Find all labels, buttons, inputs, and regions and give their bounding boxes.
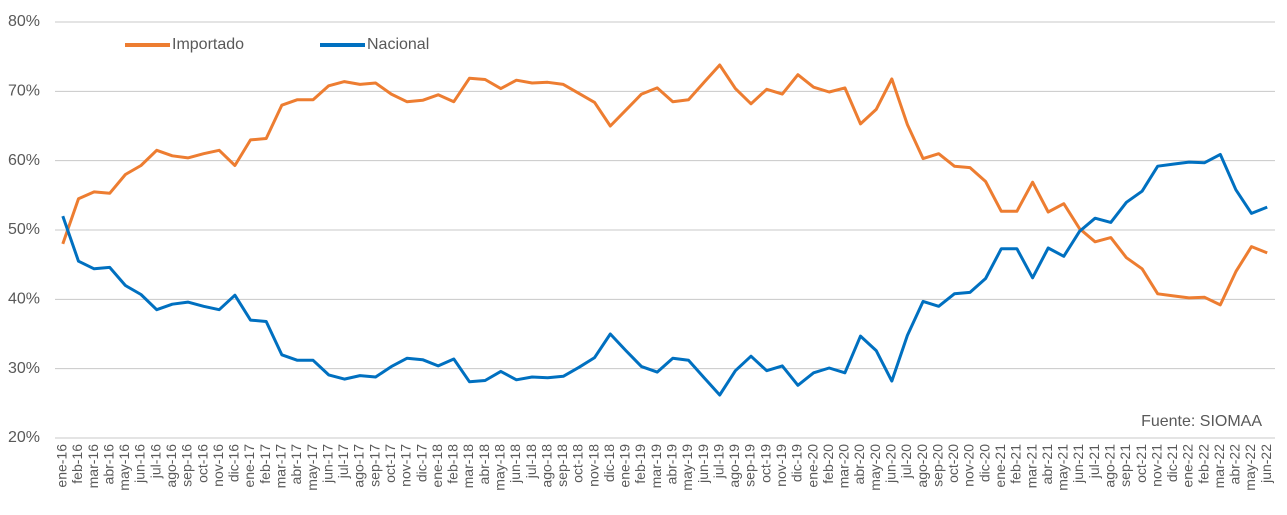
x-tick-label: jun-21 xyxy=(1070,444,1086,484)
x-tick-label: dic-17 xyxy=(413,444,429,482)
x-tick-label: jun-17 xyxy=(319,444,335,484)
y-tick-label: 70% xyxy=(8,83,40,100)
x-tick-label: jul-20 xyxy=(898,444,914,479)
x-tick-label: jun-22 xyxy=(1258,444,1274,484)
x-tick-label: ago-17 xyxy=(351,444,367,488)
x-tick-label: mar-19 xyxy=(648,444,664,489)
x-tick-label: sep-16 xyxy=(179,444,195,487)
x-tick-label: jul-18 xyxy=(523,444,539,479)
legend-label: Nacional xyxy=(367,36,429,53)
x-tick-label: ene-21 xyxy=(992,444,1008,488)
x-tick-label: abr-17 xyxy=(288,444,304,485)
y-tick-label: 80% xyxy=(8,13,40,30)
x-tick-label: jul-19 xyxy=(710,444,726,479)
x-tick-label: feb-17 xyxy=(257,444,273,484)
x-tick-label: ene-18 xyxy=(429,444,445,488)
x-tick-label: nov-16 xyxy=(210,444,226,487)
x-tick-label: sep-18 xyxy=(554,444,570,487)
series-line xyxy=(61,63,1268,307)
x-tick-label: may-19 xyxy=(679,444,695,491)
x-tick-label: jun-20 xyxy=(882,444,898,484)
y-tick-label: 20% xyxy=(8,429,40,446)
x-tick-label: mar-22 xyxy=(1211,444,1227,489)
x-tick-label: ago-21 xyxy=(1101,444,1117,488)
x-tick-label: oct-16 xyxy=(194,444,210,483)
legend-label: Importado xyxy=(172,36,244,53)
x-tick-label: feb-19 xyxy=(632,444,648,484)
x-tick-label: ago-16 xyxy=(163,444,179,488)
x-tick-label: oct-18 xyxy=(570,444,586,483)
x-tick-label: abr-22 xyxy=(1227,444,1243,485)
y-tick-label: 30% xyxy=(8,360,40,377)
x-tick-label: oct-17 xyxy=(382,444,398,483)
x-tick-label: nov-19 xyxy=(773,444,789,487)
x-tick-label: feb-16 xyxy=(69,444,85,484)
x-tick-label: nov-18 xyxy=(585,444,601,487)
x-tick-label: jun-18 xyxy=(507,444,523,484)
x-tick-label: sep-19 xyxy=(742,444,758,487)
x-tick-label: mar-17 xyxy=(272,444,288,489)
x-tick-label: feb-20 xyxy=(820,444,836,484)
x-tick-label: abr-19 xyxy=(664,444,680,485)
x-tick-label: jul-16 xyxy=(147,444,163,479)
x-tick-label: feb-21 xyxy=(1008,444,1024,484)
x-tick-label: ago-19 xyxy=(726,444,742,488)
x-tick-label: mar-20 xyxy=(836,444,852,489)
x-tick-label: dic-19 xyxy=(789,444,805,482)
x-tick-label: mar-18 xyxy=(460,444,476,489)
y-tick-label: 60% xyxy=(8,152,40,169)
x-tick-label: dic-21 xyxy=(1164,444,1180,482)
x-tick-label: ago-20 xyxy=(914,444,930,488)
x-tick-label: oct-21 xyxy=(1133,444,1149,483)
x-tick-label: mar-16 xyxy=(85,444,101,489)
x-tick-label: abr-20 xyxy=(851,444,867,485)
x-tick-label: dic-18 xyxy=(601,444,617,482)
x-tick-label: abr-16 xyxy=(100,444,116,485)
x-tick-label: ene-19 xyxy=(617,444,633,488)
x-tick-label: sep-21 xyxy=(1117,444,1133,487)
x-tick-label: ene-16 xyxy=(54,444,70,488)
x-tick-label: abr-18 xyxy=(476,444,492,485)
x-tick-label: ene-17 xyxy=(241,444,257,488)
x-tick-label: may-22 xyxy=(1242,444,1258,491)
x-tick-label: jul-21 xyxy=(1086,444,1102,479)
x-tick-label: nov-20 xyxy=(961,444,977,487)
y-tick-label: 50% xyxy=(8,221,40,238)
x-tick-label: jun-16 xyxy=(132,444,148,484)
x-tick-label: oct-19 xyxy=(757,444,773,483)
annotation: Fuente: SIOMAA xyxy=(1141,413,1262,430)
x-tick-label: mar-21 xyxy=(1023,444,1039,489)
x-tick-label: sep-20 xyxy=(929,444,945,487)
x-tick-label: oct-20 xyxy=(945,444,961,483)
x-tick-label: may-18 xyxy=(491,444,507,491)
x-tick-label: ene-20 xyxy=(804,444,820,488)
x-tick-label: jun-19 xyxy=(695,444,711,484)
x-tick-label: dic-16 xyxy=(226,444,242,482)
x-tick-label: dic-20 xyxy=(976,444,992,482)
y-tick-label: 40% xyxy=(8,291,40,308)
x-tick-label: feb-18 xyxy=(445,444,461,484)
x-tick-label: abr-21 xyxy=(1039,444,1055,485)
x-tick-label: may-20 xyxy=(867,444,883,491)
x-tick-label: jul-17 xyxy=(335,444,351,479)
x-tick-label: nov-21 xyxy=(1148,444,1164,487)
x-tick-label: sep-17 xyxy=(366,444,382,487)
x-tick-label: may-16 xyxy=(116,444,132,491)
x-tick-label: ene-22 xyxy=(1180,444,1196,488)
x-tick-label: ago-18 xyxy=(538,444,554,488)
series-line xyxy=(61,152,1268,397)
x-tick-label: nov-17 xyxy=(398,444,414,487)
x-tick-label: may-21 xyxy=(1055,444,1071,491)
x-tick-label: feb-22 xyxy=(1195,444,1211,484)
x-tick-label: may-17 xyxy=(304,444,320,491)
